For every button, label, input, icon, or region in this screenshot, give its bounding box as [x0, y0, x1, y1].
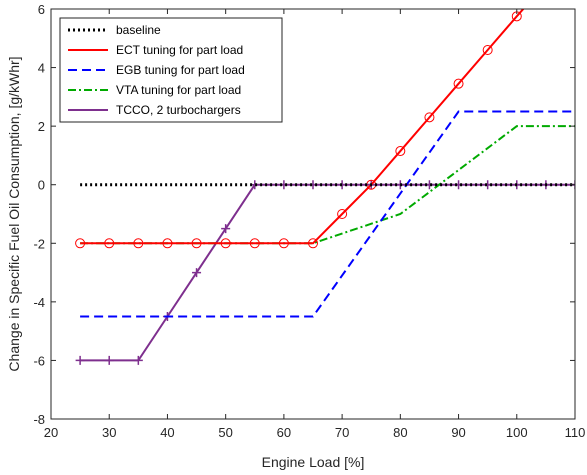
x-tick-label: 110: [565, 425, 586, 440]
series-ect-tuning-for-part-load: [75, 9, 525, 249]
data-point: [75, 238, 86, 249]
x-tick-label: 100: [506, 425, 528, 440]
x-tick-label: 80: [393, 425, 407, 440]
data-point: [395, 146, 406, 157]
y-axis-label: Change in Specific Fuel Oil Consumption,…: [6, 56, 22, 371]
data-point: [482, 45, 493, 55]
y-tick-label: -8: [33, 412, 45, 427]
data-point: [75, 355, 85, 365]
x-tick-label: 90: [451, 425, 465, 440]
x-tick-label: 40: [160, 425, 174, 440]
legend-label: EGB tuning for part load: [116, 63, 245, 77]
data-point: [104, 355, 114, 365]
x-tick-label: 30: [102, 425, 116, 440]
x-axis-label: Engine Load [%]: [262, 454, 365, 470]
y-tick-label: 2: [38, 119, 45, 134]
y-tick-label: -2: [33, 236, 45, 251]
data-point: [278, 238, 289, 249]
data-point: [133, 355, 143, 365]
legend-label: VTA tuning for part load: [116, 83, 241, 97]
legend-label: baseline: [116, 23, 161, 37]
data-point: [220, 238, 231, 249]
data-point: [337, 209, 348, 219]
data-point: [453, 78, 464, 89]
series-line: [80, 110, 575, 318]
y-tick-label: 6: [38, 2, 45, 17]
y-tick-label: -4: [33, 295, 45, 310]
data-point: [249, 238, 260, 249]
data-point: [308, 238, 318, 249]
y-tick-label: 0: [38, 178, 45, 193]
data-point: [424, 112, 435, 123]
legend-label: ECT tuning for part load: [116, 43, 243, 57]
y-tick-label: 4: [38, 61, 45, 76]
axes-layer: 20 30 40 50 60 70 80 90 100 110 -8 -6 -4 -2 0 2 4 6: [33, 2, 585, 440]
legend: baseline ECT tuning for part load EGB tuni…: [59, 17, 283, 123]
y-tick-label: -6: [33, 353, 45, 368]
x-tick-label: 60: [277, 425, 291, 440]
x-tick-label: 50: [218, 425, 232, 440]
data-point: [192, 268, 202, 278]
data-point: [104, 238, 115, 249]
legend-label: TCCO, 2 turbochargers: [116, 103, 241, 117]
plot-frame: [50, 8, 576, 420]
data-point: [221, 224, 231, 234]
data-point: [133, 238, 144, 249]
series-line: [80, 9, 525, 245]
data-point: [191, 238, 202, 249]
data-point: [162, 238, 173, 249]
series-layer: [75, 9, 575, 365]
x-tick-label: 70: [335, 425, 349, 440]
x-tick-label: 20: [44, 425, 58, 440]
series-egb-tuning-for-part-load: [80, 110, 575, 318]
series-line: [80, 183, 575, 362]
